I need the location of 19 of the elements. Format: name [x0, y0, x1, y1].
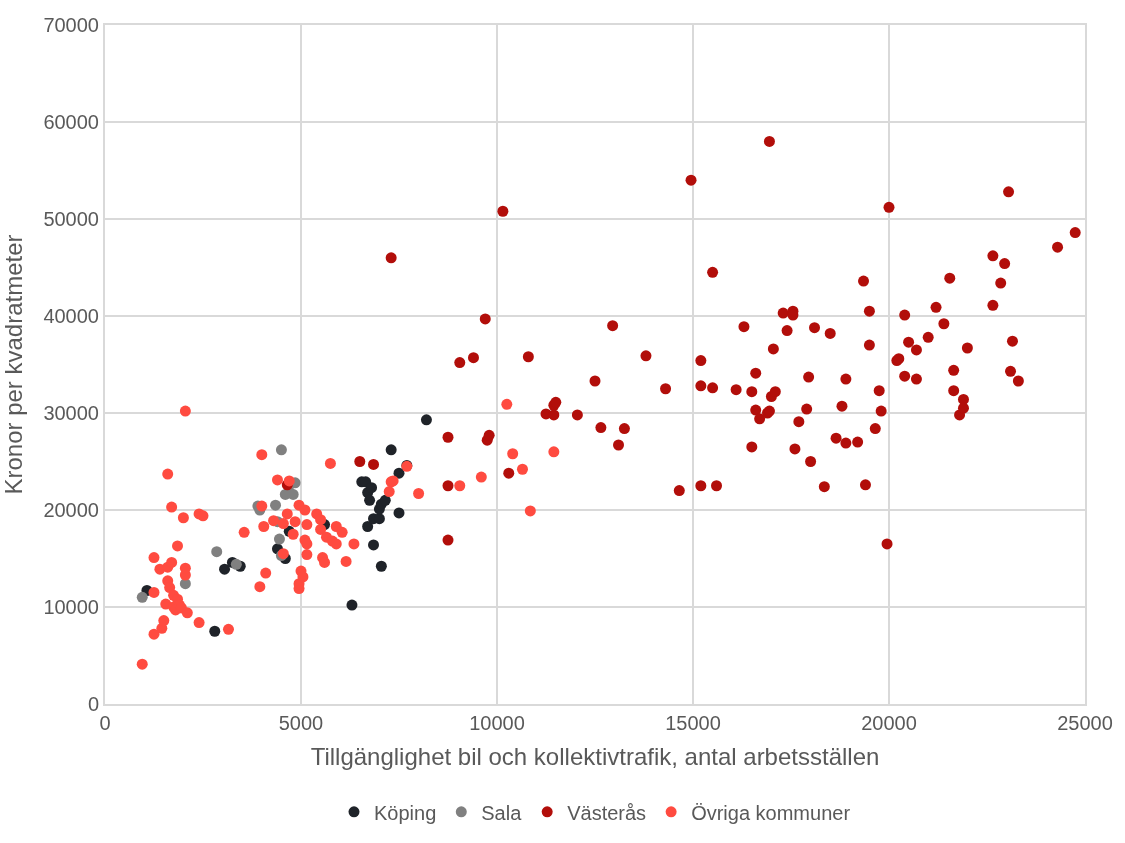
legend-label: Övriga kommuner	[691, 801, 851, 824]
y-axis-title: Kronor per kvadratmeter	[0, 234, 27, 495]
x-tick-label: 20000	[861, 712, 917, 734]
y-tick-label: 20000	[43, 499, 99, 521]
legend-label: Köping	[374, 801, 437, 824]
y-tick-label: 0	[87, 693, 99, 715]
y-tick-label: 70000	[43, 14, 99, 36]
y-tick-label: 40000	[43, 305, 99, 327]
x-tick-label: 15000	[665, 712, 721, 734]
x-axis-title: Tillgänglighet bil och kollektivtrafik, antal arbetsställen	[310, 742, 880, 770]
x-tick-label: 5000	[278, 712, 324, 734]
y-tick-label: 50000	[43, 208, 99, 230]
y-tick-label: 10000	[43, 596, 99, 618]
x-tick-label: 25000	[1057, 712, 1113, 734]
y-tick-label: 60000	[43, 111, 99, 133]
x-tick-label: 10000	[469, 712, 525, 734]
legend-label: Västerås	[567, 801, 647, 824]
legend-label: Sala	[481, 801, 523, 824]
y-tick-label: 30000	[43, 402, 99, 424]
